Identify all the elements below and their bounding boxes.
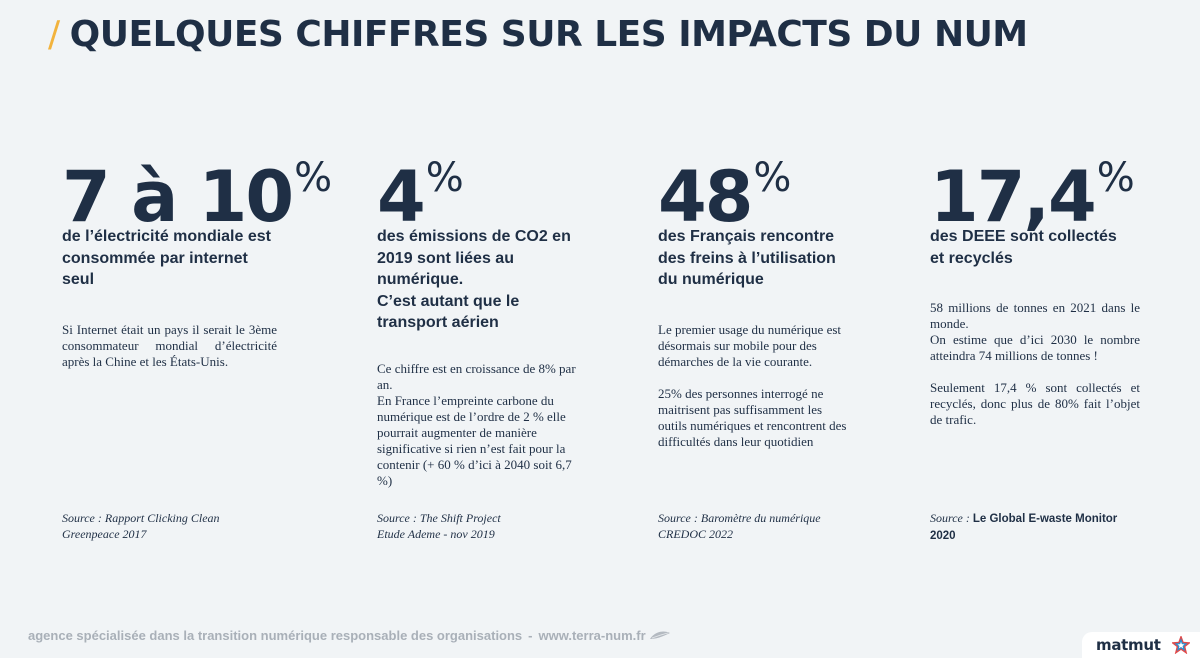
percent-sign: % <box>1096 155 1135 201</box>
leaf-icon <box>650 631 670 639</box>
stat-body-text: Si Internet était un pays il serait le 3… <box>62 321 277 369</box>
source-note: Source : Rapport Clicking Clean Greenpea… <box>62 511 220 541</box>
stat-body-text: Seulement 17,4 % sont collectés et recyc… <box>930 380 1140 427</box>
footer-tagline: agence spécialisée dans la transition nu… <box>28 628 646 643</box>
stat-column-deee: 17,4% des DEEE sont collectés et recyclé… <box>930 140 1140 428</box>
stat-headline: des DEEE sont collectés et recyclés <box>930 228 1117 267</box>
percent-sign: % <box>753 155 792 201</box>
stat-column-co2: 4% des émissions de CO2 en 2019 sont lié… <box>377 140 579 489</box>
stat-headline: des Français rencontre des freins à l’ut… <box>658 228 836 288</box>
stat-headline: de l’électricité mondiale est consommée … <box>62 228 271 288</box>
star-logo-icon <box>1172 636 1190 654</box>
stat-body-text: Le premier usage du numérique est désorm… <box>658 321 842 369</box>
stat-column-electricity: 7 à 10% de l’électricité mondiale est co… <box>62 140 333 370</box>
percent-sign: % <box>294 155 333 201</box>
stat-headline-line1: des émissions de CO2 en 2019 sont liées … <box>377 228 571 288</box>
stat-value: 48% <box>658 155 792 238</box>
matmut-logo: matmut <box>1082 632 1200 658</box>
stat-value: 4% <box>377 155 464 238</box>
source-note: Source : Baromètre du numérique CREDOC 2… <box>658 511 821 541</box>
stat-body-text: 25% des personnes interrogé ne maitrisen… <box>658 385 847 449</box>
stat-headline-line2: C’est autant que le transport aérien <box>377 292 520 332</box>
source-note: Source : Le Global E-waste Monitor 2020 <box>930 511 1118 542</box>
page-title: / QUELQUES CHIFFRES SUR LES IMPACTS DU NU… <box>48 14 1028 55</box>
stat-body-text: 58 millions de tonnes en 2021 dans le mo… <box>930 300 1140 331</box>
footer-tagline-text: agence spécialisée dans la transition nu… <box>28 628 523 643</box>
title-slash: / <box>48 14 60 55</box>
percent-sign: % <box>425 155 464 201</box>
stat-value: 17,4% <box>930 155 1135 238</box>
source-note: Source : The Shift Project Etude Ademe -… <box>377 511 501 541</box>
stat-column-french-users: 48% des Français rencontre des freins à … <box>658 140 848 450</box>
footer-separator: - <box>528 628 533 643</box>
footer-url[interactable]: www.terra-num.fr <box>538 628 646 643</box>
logo-text: matmut <box>1096 636 1161 654</box>
stat-value: 7 à 10% <box>62 155 333 238</box>
stat-headline: des émissions de CO2 en 2019 sont liées … <box>377 226 579 334</box>
stat-body: Si Internet était un pays il serait le 3… <box>62 322 277 370</box>
stat-body: Le premier usage du numérique est désorm… <box>658 322 848 450</box>
stat-body: Ce chiffre est en croissance de 8% par a… <box>377 361 579 489</box>
title-text: QUELQUES CHIFFRES SUR LES IMPACTS DU NUM <box>69 14 1029 55</box>
stat-body: 58 millions de tonnes en 2021 dans le mo… <box>930 300 1140 428</box>
stat-body-text: Ce chiffre est en croissance de 8% par a… <box>377 360 576 392</box>
stat-body-text: On estime que d’ici 2030 le nombre attei… <box>930 332 1140 363</box>
stat-body-text: En France l’empreinte carbone du numériq… <box>377 392 572 488</box>
